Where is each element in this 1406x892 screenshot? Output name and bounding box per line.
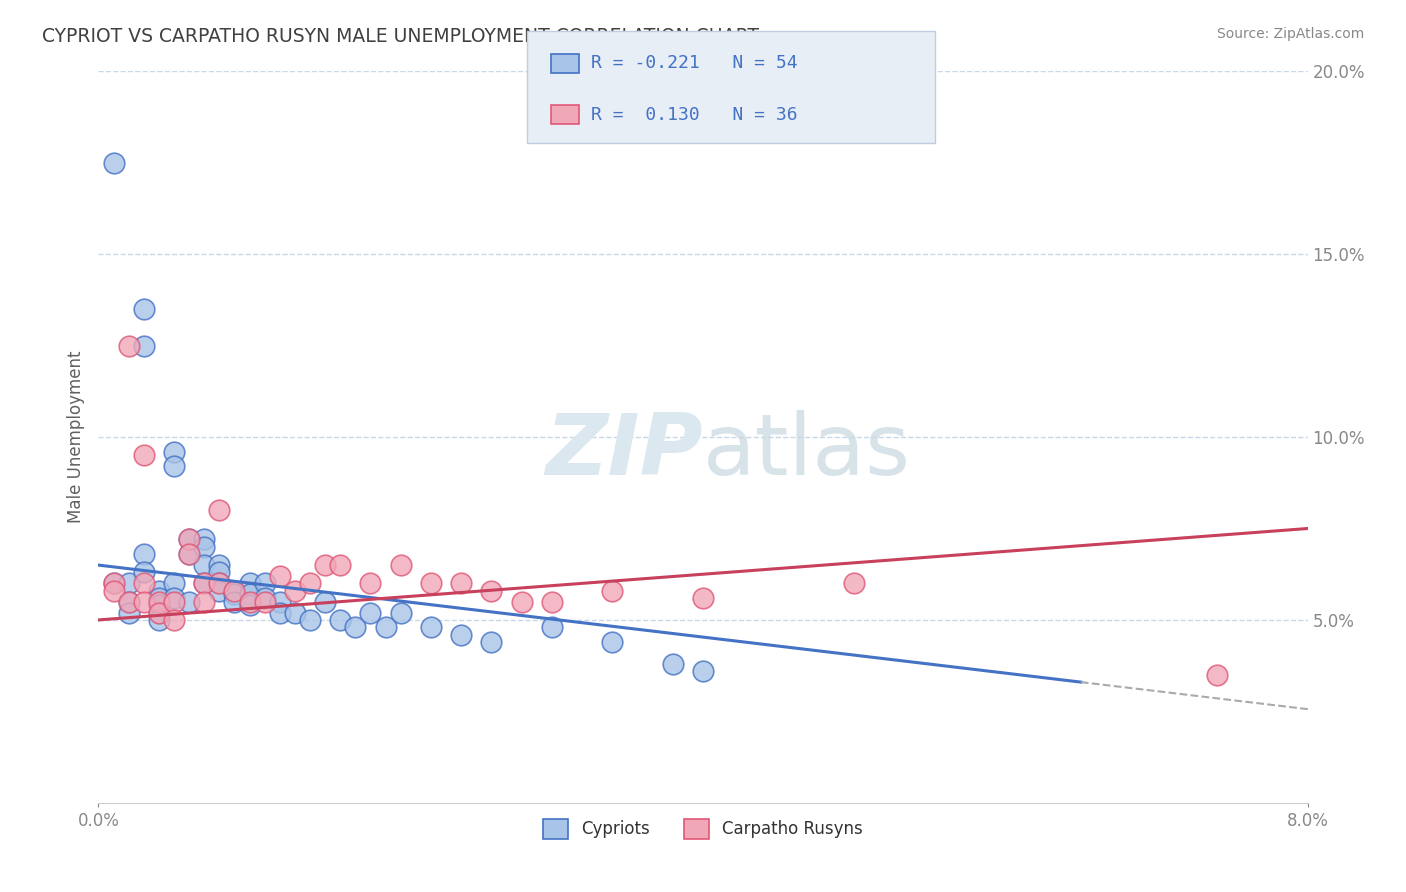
Point [389, 558, 412, 573]
Point [163, 444, 186, 458]
Point [239, 576, 262, 591]
Point [253, 594, 276, 608]
Point [163, 594, 186, 608]
Point [179, 594, 201, 608]
Point [148, 591, 170, 605]
Point [148, 606, 170, 620]
Point [299, 613, 322, 627]
Point [193, 576, 215, 591]
Point [481, 583, 503, 598]
Point [692, 664, 714, 678]
Point [118, 338, 141, 352]
Text: Source: ZipAtlas.com: Source: ZipAtlas.com [1216, 27, 1364, 41]
Point [239, 599, 262, 613]
Point [284, 606, 307, 620]
Point [179, 547, 201, 561]
Point [132, 301, 155, 317]
Point [269, 569, 291, 583]
Point [208, 558, 231, 573]
Point [148, 613, 170, 627]
Point [208, 503, 231, 517]
Point [224, 594, 246, 608]
Point [193, 576, 215, 591]
Point [179, 533, 201, 547]
Point [208, 566, 231, 580]
Point [163, 591, 186, 605]
Point [329, 613, 352, 627]
Text: atlas: atlas [703, 410, 911, 493]
Point [602, 635, 624, 649]
Point [132, 338, 155, 352]
Point [208, 576, 231, 591]
Text: ZIP: ZIP [546, 410, 703, 493]
Point [118, 576, 141, 591]
Point [299, 576, 322, 591]
Point [103, 576, 125, 591]
Point [193, 533, 215, 547]
Point [103, 156, 125, 170]
Point [450, 576, 472, 591]
Point [540, 594, 562, 608]
Point [1206, 667, 1229, 681]
Point [239, 587, 262, 601]
Point [602, 583, 624, 598]
Y-axis label: Male Unemployment: Male Unemployment [66, 351, 84, 524]
Point [118, 594, 141, 608]
Point [269, 594, 291, 608]
Point [224, 587, 246, 601]
Point [224, 583, 246, 598]
Point [540, 620, 562, 634]
Point [374, 620, 396, 634]
Text: R =  0.130   N = 36: R = 0.130 N = 36 [591, 105, 797, 124]
Point [132, 566, 155, 580]
Point [208, 583, 231, 598]
Point [179, 533, 201, 547]
Point [148, 599, 170, 613]
Point [103, 583, 125, 598]
Point [420, 620, 443, 634]
Point [314, 558, 336, 573]
Point [314, 594, 336, 608]
Point [510, 594, 533, 608]
Point [132, 576, 155, 591]
Point [420, 576, 443, 591]
Point [284, 583, 307, 598]
Text: R = -0.221   N = 54: R = -0.221 N = 54 [591, 54, 797, 72]
Point [193, 558, 215, 573]
Point [253, 591, 276, 605]
Point [692, 591, 714, 605]
Point [193, 540, 215, 554]
Point [329, 558, 352, 573]
Point [163, 576, 186, 591]
Point [481, 635, 503, 649]
Point [118, 606, 141, 620]
Point [148, 606, 170, 620]
Point [193, 594, 215, 608]
Point [360, 606, 382, 620]
Point [389, 606, 412, 620]
Point [269, 606, 291, 620]
Point [148, 594, 170, 608]
Point [118, 594, 141, 608]
Point [132, 594, 155, 608]
Text: CYPRIOT VS CARPATHO RUSYN MALE UNEMPLOYMENT CORRELATION CHART: CYPRIOT VS CARPATHO RUSYN MALE UNEMPLOYM… [42, 27, 759, 45]
Point [224, 583, 246, 598]
Point [179, 547, 201, 561]
Point [103, 576, 125, 591]
Point [344, 620, 367, 634]
Point [844, 576, 866, 591]
Point [132, 547, 155, 561]
Point [208, 576, 231, 591]
Point [450, 627, 472, 641]
Point [132, 448, 155, 462]
Point [148, 583, 170, 598]
Point [360, 576, 382, 591]
Point [163, 459, 186, 474]
Point [163, 613, 186, 627]
Point [239, 594, 262, 608]
Point [253, 576, 276, 591]
Legend: Cypriots, Carpatho Rusyns: Cypriots, Carpatho Rusyns [537, 812, 869, 846]
Point [661, 657, 683, 671]
